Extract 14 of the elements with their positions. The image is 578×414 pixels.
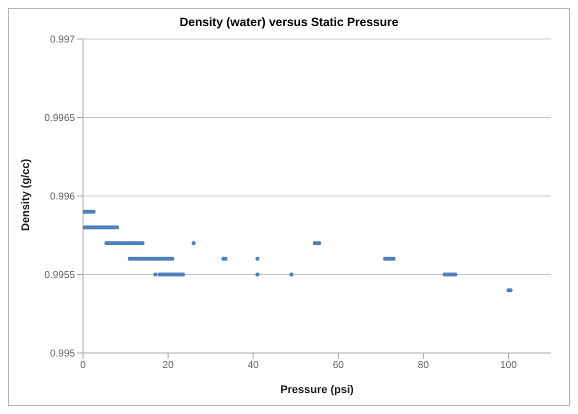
x-tick-label: 40 xyxy=(248,360,260,372)
x-tick-label: 60 xyxy=(332,360,344,372)
y-tick-label: 0.996 xyxy=(50,192,76,203)
x-tick-label: 100 xyxy=(500,360,518,372)
y-tick-label: 0.9955 xyxy=(44,270,76,282)
y-tick-label: 0.995 xyxy=(50,348,76,360)
chart-title: Density (water) versus Static Pressure xyxy=(178,14,400,31)
y-axis-title: Density (g/cc) xyxy=(20,158,32,231)
x-tick-label: 20 xyxy=(162,360,174,372)
x-tick-label: 0 xyxy=(80,360,86,372)
x-tick-label: 80 xyxy=(418,360,430,372)
y-tick-label: 0.997 xyxy=(50,34,76,46)
y-tick-label: 0.9965 xyxy=(44,113,76,124)
x-axis-title: Pressure (psi) xyxy=(280,384,354,396)
